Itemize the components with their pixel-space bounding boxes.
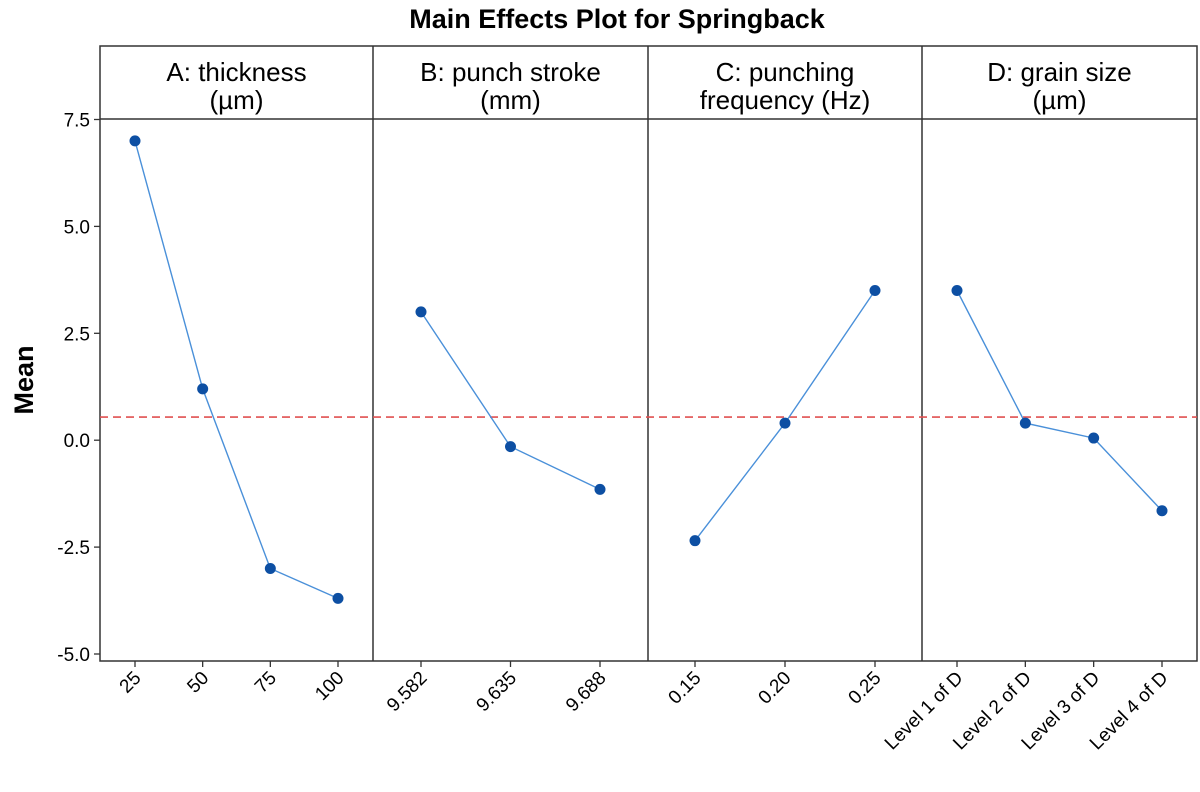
data-point bbox=[1019, 417, 1031, 429]
x-tick-label: 0.20 bbox=[755, 668, 796, 709]
panel-title: D: grain size bbox=[987, 57, 1132, 87]
panel-title: frequency (Hz) bbox=[700, 85, 871, 115]
x-tick-label: 100 bbox=[311, 668, 348, 705]
data-point bbox=[197, 383, 209, 395]
panel-title: C: punching bbox=[716, 57, 855, 87]
y-tick-label: 0.0 bbox=[64, 431, 90, 452]
y-tick-label: -2.5 bbox=[57, 538, 90, 559]
series-line bbox=[956, 290, 1163, 512]
panel-title: A: thickness bbox=[166, 57, 306, 87]
y-tick-label: 7.5 bbox=[64, 111, 90, 132]
y-tick-label: 2.5 bbox=[64, 324, 90, 345]
y-tick-label: 5.0 bbox=[64, 217, 90, 238]
data-point bbox=[951, 285, 963, 297]
data-point bbox=[594, 483, 606, 495]
x-tick-label: 9.635 bbox=[473, 668, 521, 716]
data-point bbox=[689, 535, 701, 547]
data-point bbox=[332, 592, 344, 604]
data-point bbox=[1156, 505, 1168, 517]
x-tick-label: 9.688 bbox=[562, 668, 610, 716]
data-point bbox=[129, 135, 141, 147]
x-tick-label: 9.582 bbox=[383, 668, 431, 716]
data-point bbox=[415, 306, 427, 318]
panel-title: (µm) bbox=[1033, 85, 1087, 115]
series-line bbox=[134, 140, 339, 600]
plot-area: 7.55.02.50.0-2.5-5.0A: thickness(µm)25 50… bbox=[57, 45, 1198, 754]
data-point bbox=[779, 417, 791, 429]
data-point bbox=[264, 562, 276, 574]
data-point bbox=[869, 285, 881, 297]
x-tick-label: 0.25 bbox=[845, 668, 886, 709]
x-tick-label: 75 bbox=[251, 668, 281, 698]
chart-title: Main Effects Plot for Springback bbox=[409, 4, 826, 34]
x-tick-label: 25 bbox=[116, 668, 146, 698]
y-tick-label: -5.0 bbox=[57, 645, 90, 666]
x-tick-label: 0.15 bbox=[665, 668, 706, 709]
panel-title: (µm) bbox=[210, 85, 264, 115]
data-point bbox=[505, 441, 516, 453]
data-point bbox=[1088, 432, 1100, 444]
y-axis-label: Mean bbox=[9, 345, 39, 414]
x-tick-label: 50 bbox=[183, 668, 213, 698]
panel-title: (mm) bbox=[480, 85, 541, 115]
panel-title: B: punch stroke bbox=[420, 57, 601, 87]
